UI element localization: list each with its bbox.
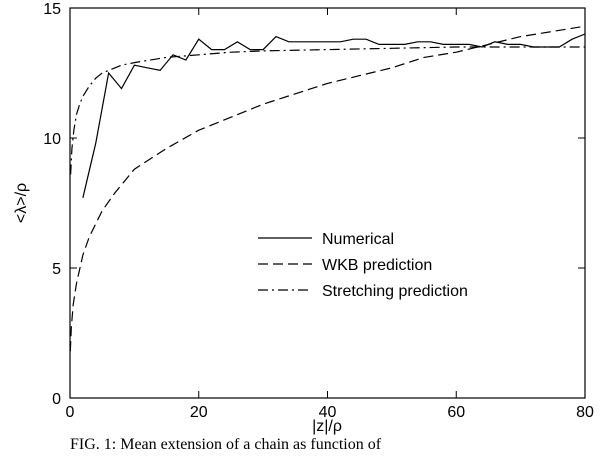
plot-frame xyxy=(69,7,586,399)
series-line-1 xyxy=(82,33,586,198)
series-line-3 xyxy=(70,46,585,175)
legend-label: Stretching prediction xyxy=(322,283,468,300)
legend-label: Numerical xyxy=(322,231,394,248)
series-line-2 xyxy=(69,25,586,352)
x-tick-label: 40 xyxy=(319,404,337,421)
y-tick-label: 5 xyxy=(52,261,61,278)
chart-svg: 0 20 40 60 80 0 5 10 15 Numerical WKB prediction S… xyxy=(13,1,594,435)
legend-label: WKB prediction xyxy=(322,257,432,274)
y-tick-label: 10 xyxy=(43,131,61,148)
figure-caption: FIG. 1: Mean extension of a chain as fun… xyxy=(70,436,382,453)
y-tick-label: 0 xyxy=(52,391,61,408)
y-tick-label: 15 xyxy=(43,1,61,18)
y-axis-label: <λ>/ρ xyxy=(13,183,30,223)
x-tick-label: 60 xyxy=(447,404,465,421)
ticks-layer: 0 20 40 60 80 0 5 10 15 xyxy=(43,1,594,421)
series-layer xyxy=(69,25,586,352)
x-tick-label: 20 xyxy=(190,404,208,421)
x-tick-label: 0 xyxy=(66,404,75,421)
legend: Numerical WKB prediction Stretching predic… xyxy=(258,231,468,300)
x-axis-label: |z|/ρ xyxy=(312,418,342,435)
x-tick-label: 80 xyxy=(576,404,594,421)
